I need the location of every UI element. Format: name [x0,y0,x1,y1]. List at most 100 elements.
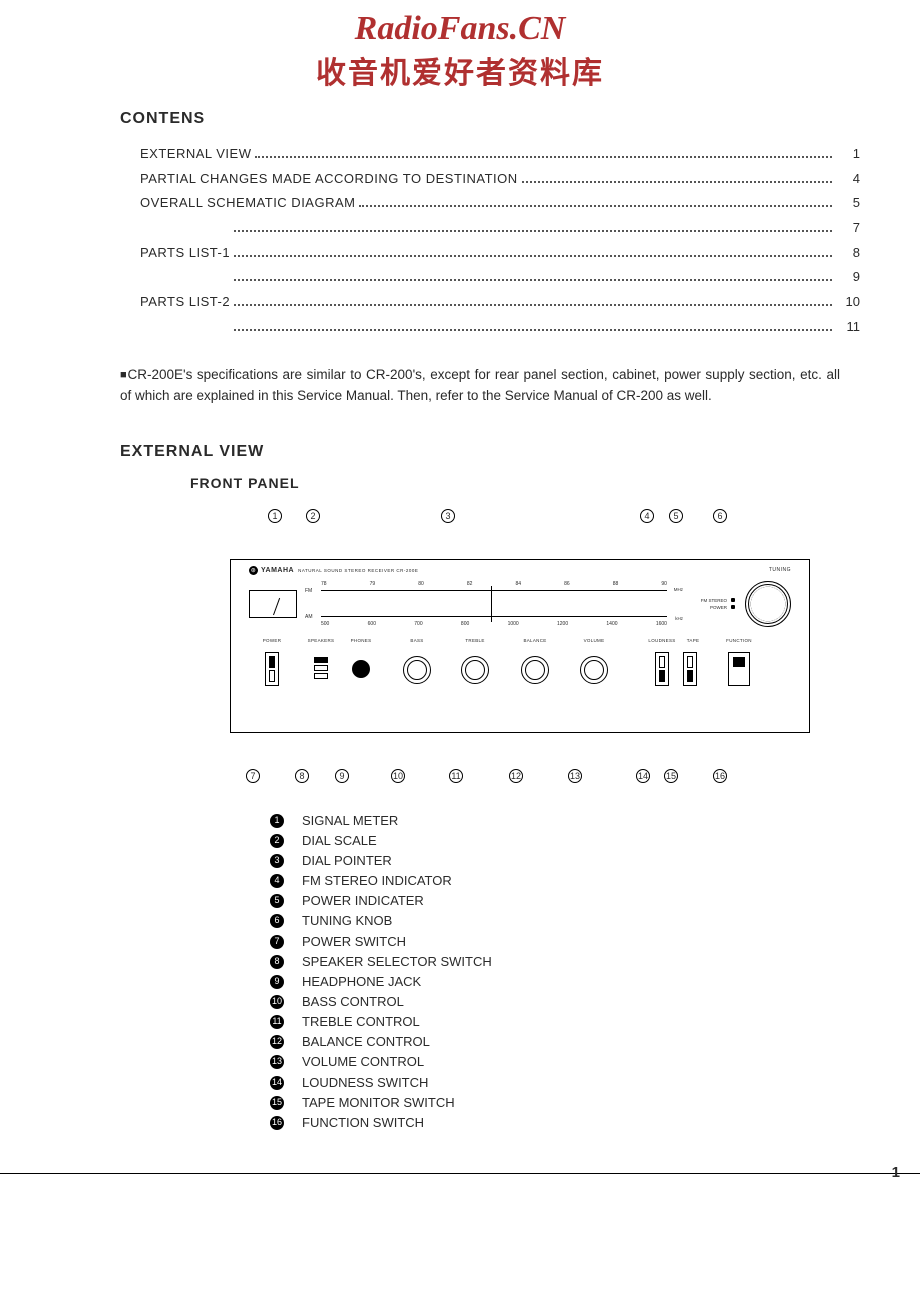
power-indicator-icon [731,605,735,609]
toc-page: 9 [836,265,860,290]
yamaha-logo-icon: ⊛ [249,566,258,575]
headphone-jack [352,652,370,678]
legend-row: 9HEADPHONE JACK [270,972,860,992]
toc-leader-dots [234,224,832,232]
toc-row: PARTS LIST-210 [140,290,860,315]
controls-row [249,652,791,724]
legend-row: 14 LOUDNESS SWITCH [270,1073,860,1093]
ctrl-label-phones: PHONES [351,638,372,643]
callouts-top: 123456 [230,509,810,559]
legend-number-icon: 1 [270,814,284,828]
legend-label: DIAL SCALE [302,831,377,851]
ctrl-label-treble: TREBLE [465,638,484,643]
callout-7: 7 [246,769,260,783]
toc-label: PARTS LIST-1 [140,241,230,266]
fm-stereo-label: FM STEREO [701,597,727,604]
toc-page: 1 [836,142,860,167]
legend-row: 12BALANCE CONTROL [270,1032,860,1052]
treble-knob [461,652,489,684]
toc-page: 11 [836,315,860,340]
callout-number: 9 [335,769,349,783]
legend-number-icon: 11 [270,1015,284,1029]
toc-label [140,315,230,340]
legend-label: BASS CONTROL [302,992,404,1012]
toc-leader-dots [522,175,832,183]
toc-row: 7 [140,216,860,241]
callout-number: 2 [306,509,320,523]
legend-label: FM STEREO INDICATOR [302,871,452,891]
ctrl-label-tape: TAPE [687,638,700,643]
legend-label: FUNCTION SWITCH [302,1113,424,1133]
legend-number-icon: 7 [270,935,284,949]
legend-label: POWER SWITCH [302,932,406,952]
legend-row: 2 DIAL SCALE [270,831,860,851]
control-labels-row: POWER SPEAKERS PHONES BASS TREBLE BALANCE VOLU… [249,638,791,648]
callout-15: 15 [664,769,678,783]
callout-number: 5 [669,509,683,523]
legend-row: 11TREBLE CONTROL [270,1012,860,1032]
ctrl-label-bass: BASS [410,638,423,643]
toc-row: 11 [140,315,860,340]
toc-page: 7 [836,216,860,241]
fm-scale-tick: 90 [661,581,667,587]
ctrl-label-volume: VOLUME [584,638,605,643]
loudness-switch [655,652,669,686]
legend-label: DIAL POINTER [302,851,392,871]
toc-page: 5 [836,191,860,216]
toc-leader-dots [234,323,832,331]
legend-number-icon: 8 [270,955,284,969]
callout-number: 7 [246,769,260,783]
function-switch [728,652,750,686]
table-of-contents: EXTERNAL VIEW1PARTIAL CHANGES MADE ACCOR… [140,142,860,340]
toc-label: EXTERNAL VIEW [140,142,251,167]
speaker-selector [310,652,332,684]
legend-number-icon: 12 [270,1035,284,1049]
ctrl-label-balance: BALANCE [523,638,546,643]
legend-label: SPEAKER SELECTOR SWITCH [302,952,492,972]
brand-row: ⊛ YAMAHA NATURAL SOUND STEREO RECEIVER C… [249,566,791,575]
am-scale-tick: 700 [414,621,422,627]
am-scale-tick: 1200 [557,621,568,627]
toc-label [140,216,230,241]
am-scale-tick: 1600 [656,621,667,627]
toc-page: 8 [836,241,860,266]
legend-number-icon: 14 [270,1076,284,1090]
callout-number: 13 [568,769,582,783]
fm-scale-tick: 86 [564,581,570,587]
toc-leader-dots [255,150,832,158]
fm-scale-tick: 84 [516,581,522,587]
legend-row: 7 POWER SWITCH [270,932,860,952]
fm-scale-tick: 79 [370,581,376,587]
legend-row: 15TAPE MONITOR SWITCH [270,1093,860,1113]
receiver-panel: ⊛ YAMAHA NATURAL SOUND STEREO RECEIVER C… [230,559,810,733]
am-scale-tick: 800 [461,621,469,627]
callout-number: 12 [509,769,523,783]
ctrl-label-speakers: SPEAKERS [308,638,335,643]
callout-number: 1 [268,509,282,523]
brand-text: YAMAHA [261,567,294,574]
callout-10: 10 [391,769,405,783]
legend-number-icon: 3 [270,854,284,868]
ctrl-label-power: POWER [263,638,282,643]
callout-6: 6 [713,509,727,523]
callout-16: 16 [713,769,727,783]
tuning-knob [745,581,791,627]
legend-label: TUNING KNOB [302,911,392,931]
callout-number: 6 [713,509,727,523]
legend-number-icon: 4 [270,874,284,888]
callout-number: 10 [391,769,405,783]
legend-label: POWER INDICATER [302,891,424,911]
legend-label: LOUDNESS SWITCH [302,1073,428,1093]
watermark-line1: RadioFans.CN [60,10,860,48]
legend-number-icon: 15 [270,1096,284,1110]
toc-label [140,265,230,290]
callout-number: 15 [664,769,678,783]
toc-page: 10 [836,290,860,315]
callout-number: 4 [640,509,654,523]
legend-number-icon: 2 [270,834,284,848]
am-scale-tick: 1400 [606,621,617,627]
watermark-line2: 收音机爱好者资料库 [60,48,860,92]
page-number: 1 [60,1164,900,1181]
legend-number-icon: 6 [270,914,284,928]
am-scale-tick: 1000 [508,621,519,627]
